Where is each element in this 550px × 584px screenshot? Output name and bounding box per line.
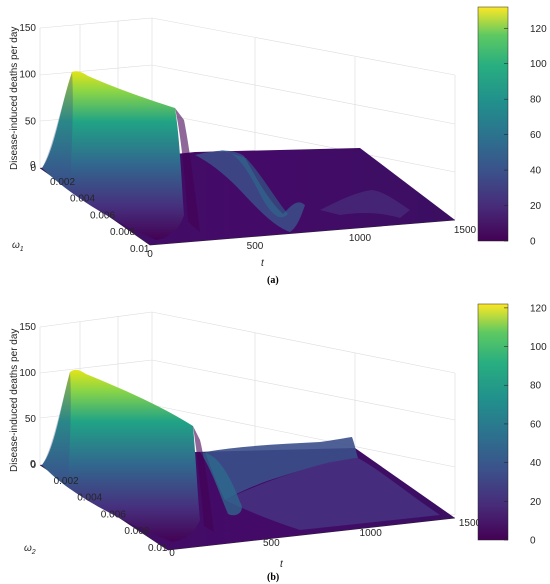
colorbar-b bbox=[477, 303, 509, 541]
ticks-a: 05010015005001000150000.0020.0040.0060.0… bbox=[19, 23, 476, 260]
y-tick-label: 0.01 bbox=[130, 244, 150, 255]
colorbar-ticks-a: 0 20 40 60 80 100 120 bbox=[504, 24, 547, 248]
colorbar-tick-label: 80 bbox=[530, 95, 542, 106]
z-tick-label: 50 bbox=[25, 414, 37, 425]
z-tick-label: 150 bbox=[19, 322, 36, 333]
colorbar-tick-label: 120 bbox=[530, 303, 547, 314]
colorbar-a bbox=[477, 6, 509, 242]
surface-peak-shade-b bbox=[42, 372, 71, 485]
y-tick-label: 0.01 bbox=[148, 543, 168, 554]
z-axis-label-a: Disease-induced deaths per day bbox=[9, 27, 20, 170]
surface-peak-b bbox=[42, 369, 200, 542]
x-axis-label-a: t bbox=[261, 258, 265, 269]
y-axis-label-sub-b: 2 bbox=[31, 549, 36, 556]
colorbar-ticks-b: 0 20 40 60 80 100 120 bbox=[504, 303, 547, 547]
x-tick-label: 1500 bbox=[459, 518, 482, 529]
z-tick-label: 100 bbox=[19, 70, 36, 81]
y-tick-label: 0.002 bbox=[50, 177, 75, 188]
x-tick-label: 0 bbox=[169, 548, 175, 559]
surface-ridge-b bbox=[205, 437, 358, 500]
y-tick-label: 0.006 bbox=[101, 509, 126, 520]
y-axis-label-sub-a: 1 bbox=[20, 246, 24, 253]
colorbar-tick-label: 0 bbox=[530, 237, 536, 248]
z-tick-label: 50 bbox=[25, 116, 37, 127]
panel-b: 05010015005001000150000.0020.0040.0060.0… bbox=[9, 303, 547, 583]
surface-peak-fall-a bbox=[175, 108, 200, 232]
y-axis-label-b: ω2 bbox=[24, 543, 36, 556]
y-tick-label: 0 bbox=[30, 459, 36, 470]
surface-wave-a3 bbox=[320, 190, 410, 218]
panel-caption-b: (b) bbox=[267, 572, 279, 583]
colorbar-tick-label: 100 bbox=[530, 342, 547, 353]
y-tick-label: 0.008 bbox=[124, 526, 149, 537]
y-tick-label: 0.002 bbox=[54, 476, 79, 487]
surface-wave-a2 bbox=[220, 150, 288, 218]
surface-peak-fall-b bbox=[193, 426, 214, 532]
colorbar-tick-label: 100 bbox=[530, 59, 547, 70]
z-axis-label-b: Disease-induced deaths per day bbox=[9, 329, 20, 472]
z-tick-label: 0 bbox=[30, 163, 36, 174]
colorbar-tick-label: 80 bbox=[530, 381, 542, 392]
x-tick-label: 1500 bbox=[454, 225, 477, 236]
y-axis-label-main-a: ω bbox=[12, 240, 20, 251]
z-tick-label: 0 bbox=[30, 460, 36, 471]
y-axis-label-a: ω1 bbox=[12, 240, 24, 253]
y-tick-label: 0.006 bbox=[90, 210, 115, 221]
colorbar-tick-label: 20 bbox=[530, 497, 542, 508]
surface-bump-b bbox=[200, 452, 242, 516]
x-tick-label: 500 bbox=[247, 241, 264, 252]
y-tick-label: 0.008 bbox=[110, 227, 135, 238]
y-tick-label: 0.004 bbox=[70, 194, 95, 205]
y-tick-label: 0 bbox=[30, 160, 36, 171]
colorbar-tick-label: 60 bbox=[530, 419, 542, 430]
colorbar-tick-label: 120 bbox=[530, 24, 547, 35]
x-axis-label-b: t bbox=[280, 559, 284, 570]
y-tick-label: 0.004 bbox=[77, 493, 102, 504]
surface-peak-shade-a bbox=[42, 72, 73, 190]
x-tick-label: 0 bbox=[147, 249, 153, 260]
x-tick-label: 500 bbox=[263, 538, 280, 549]
surface-peak-a bbox=[42, 71, 184, 240]
colorbar-tick-label: 40 bbox=[530, 458, 542, 469]
panel-a: 05010015005001000150000.0020.0040.0060.0… bbox=[9, 6, 547, 286]
panel-caption-a: (a) bbox=[267, 275, 279, 286]
x-tick-label: 1000 bbox=[349, 233, 372, 244]
colorbar-tick-label: 20 bbox=[530, 201, 542, 212]
colorbar-tick-label: 40 bbox=[530, 166, 542, 177]
colorbar-tick-label: 0 bbox=[530, 536, 536, 547]
z-tick-label: 150 bbox=[19, 23, 36, 34]
x-tick-label: 1000 bbox=[360, 528, 383, 539]
z-tick-label: 100 bbox=[19, 368, 36, 379]
surface-ridge-b2 bbox=[225, 458, 440, 530]
ticks-b: 05010015005001000150000.0020.0040.0060.0… bbox=[19, 322, 481, 559]
colorbar-tick-label: 60 bbox=[530, 130, 542, 141]
y-axis-label-main-b: ω bbox=[24, 543, 32, 554]
